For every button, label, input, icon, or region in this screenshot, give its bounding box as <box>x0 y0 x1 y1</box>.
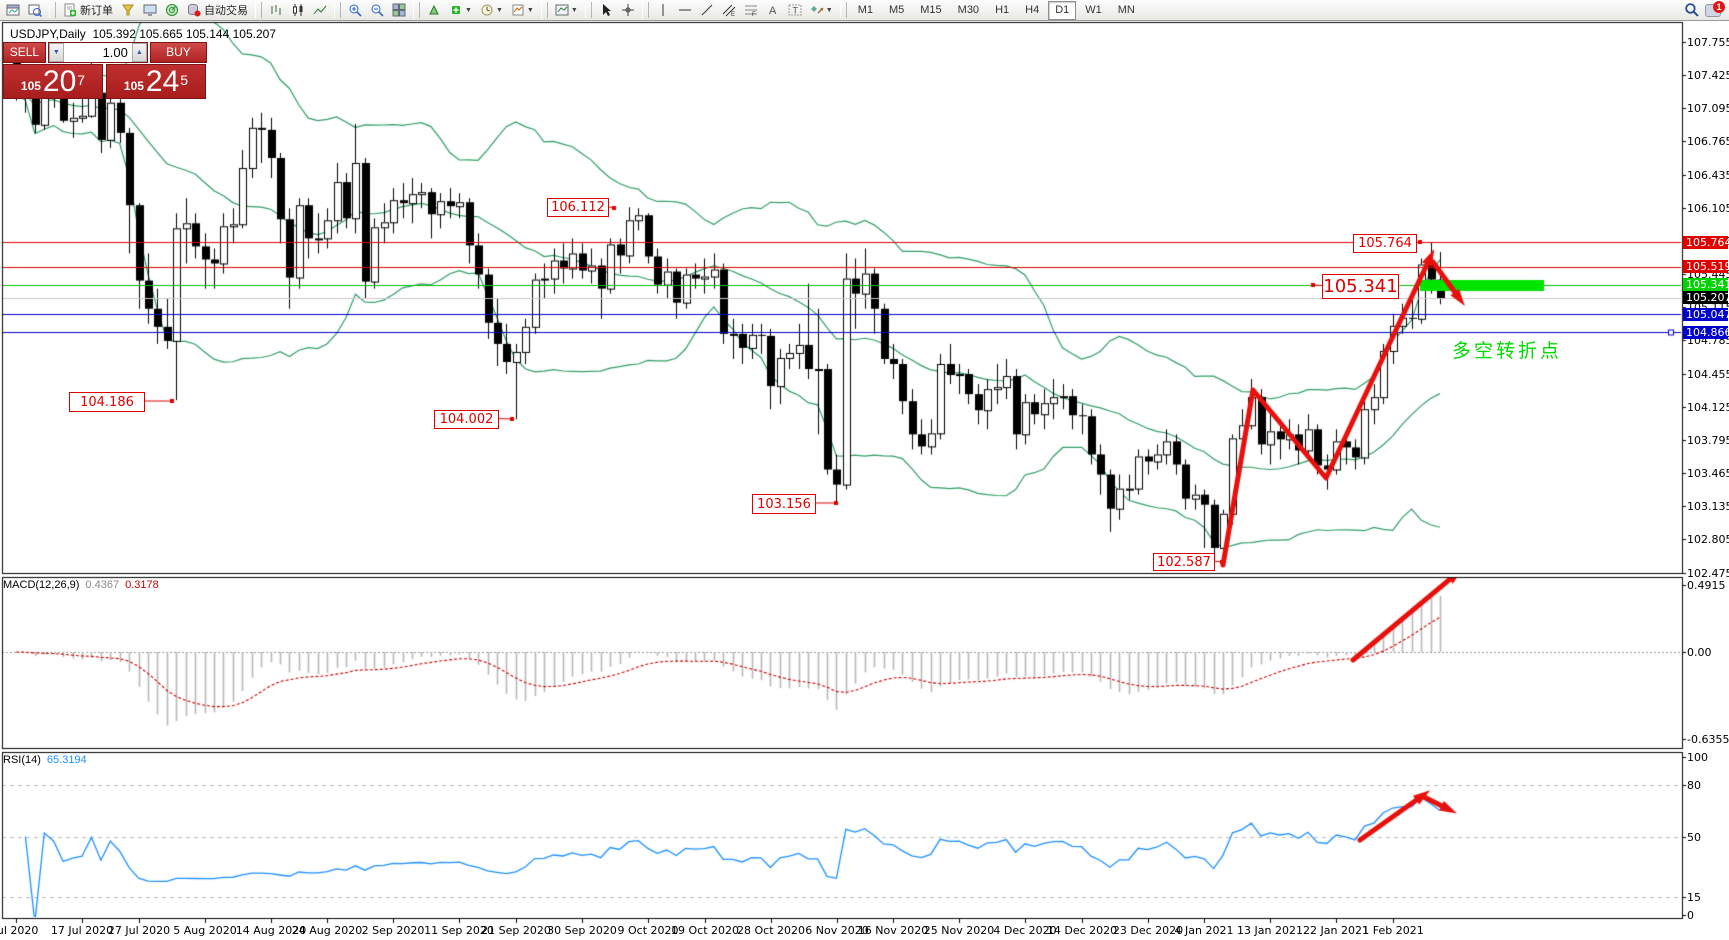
rsi-value: 65.3194 <box>46 754 87 766</box>
buy-price-display[interactable]: 105 24 5 <box>106 64 206 99</box>
date-axis-label: 4 Jan 2021 <box>1174 924 1234 937</box>
volume-decrease-button[interactable]: ▼ <box>48 43 64 62</box>
sell-price-handle: 105 <box>20 79 41 93</box>
date-axis-label: 25 Nov 2020 <box>923 924 995 937</box>
price-axis-tick: 102.475 <box>1687 566 1729 580</box>
date-axis-label: 9 Oct 2020 <box>617 924 679 937</box>
price-callout-label[interactable]: 104.186 <box>69 392 145 412</box>
price-callout-label[interactable]: 105.764 <box>1353 234 1417 253</box>
volume-input[interactable] <box>63 43 132 62</box>
price-axis-tick: 103.795 <box>1687 433 1729 447</box>
date-axis-label: 14 Aug 2020 <box>235 924 307 937</box>
buy-button[interactable]: BUY <box>149 42 207 63</box>
macd-main-value: 0.4367 <box>85 579 120 591</box>
price-callout-label[interactable]: 103.156 <box>752 494 816 514</box>
symbol-period-label: USDJPY,Daily <box>10 27 86 41</box>
chart-title: USDJPY,Daily 105.392 105.665 105.144 105… <box>10 27 276 41</box>
buy-price-pips: 24 <box>145 65 180 98</box>
price-badge: 105.519 <box>1683 260 1729 274</box>
price-axis-tick: 106.105 <box>1687 201 1729 215</box>
sell-price-point: 7 <box>77 72 86 88</box>
date-axis-label: 13 Jan 2021 <box>1237 924 1303 937</box>
price-badge: 105.047 <box>1683 307 1729 321</box>
date-axis-label: 23 Dec 2020 <box>1112 924 1184 937</box>
price-callout-label[interactable]: 104.002 <box>434 410 499 429</box>
rsi-axis-tick: 80 <box>1687 779 1701 792</box>
ohlc-values: 105.392 105.665 105.144 105.207 <box>92 27 276 41</box>
buy-price-point: 5 <box>180 72 189 88</box>
date-axis-label: 16 Nov 2020 <box>857 924 929 937</box>
price-axis-tick: 107.095 <box>1687 102 1729 116</box>
date-axis-label: 4 Dec 2020 <box>993 924 1057 937</box>
macd-axis-tick: 0.00 <box>1687 646 1712 659</box>
date-axis-label: 2 Sep 2020 <box>361 924 425 937</box>
sell-button[interactable]: SELL <box>3 42 46 63</box>
price-axis-tick: 104.125 <box>1687 400 1729 414</box>
date-axis-label: 6 Nov 2020 <box>805 924 869 937</box>
price-axis-tick: 106.435 <box>1687 168 1729 182</box>
price-badge: 105.764 <box>1683 235 1729 249</box>
turning-point-annotation[interactable]: 多空转折点 <box>1452 341 1563 362</box>
macd-axis-tick: -0.6355 <box>1687 733 1729 746</box>
buy-price-handle: 105 <box>123 79 144 93</box>
price-axis-tick: 107.425 <box>1687 69 1729 83</box>
price-badge: 105.207 <box>1683 291 1729 305</box>
price-axis-tick: 107.755 <box>1687 35 1729 49</box>
date-axis-label: 28 Oct 2020 <box>736 924 806 937</box>
rsi-axis-tick: 100 <box>1687 751 1708 764</box>
rsi-axis-tick: 15 <box>1687 891 1701 904</box>
rsi-name: RSI(14) <box>3 754 41 766</box>
price-badge: 105.341 <box>1683 278 1729 291</box>
date-axis-label: 14 Dec 2020 <box>1046 924 1118 937</box>
date-axis-label: 11 Sep 2020 <box>424 924 494 937</box>
date-axis-label: Jul 2020 <box>0 924 39 937</box>
macd-name: MACD(12,26,9) <box>3 579 80 591</box>
price-axis-tick: 104.455 <box>1687 367 1729 381</box>
macd-axis-tick: 0.4915 <box>1687 579 1726 592</box>
rsi-axis-tick: 50 <box>1687 831 1701 844</box>
date-axis-label: 17 Jul 2020 <box>50 924 114 937</box>
date-axis-label: 24 Aug 2020 <box>291 924 363 937</box>
date-axis-label: 1 Feb 2021 <box>1362 924 1424 937</box>
price-axis-tick: 103.465 <box>1687 467 1729 481</box>
sell-price-pips: 20 <box>42 65 77 98</box>
price-axis-tick: 102.805 <box>1687 533 1729 547</box>
date-axis-label: 30 Sep 2020 <box>547 924 617 937</box>
price-badge: 104.866 <box>1683 325 1729 339</box>
macd-signal-value: 0.3178 <box>125 579 159 591</box>
date-axis-label: 19 Oct 2020 <box>670 924 740 937</box>
volume-increase-button[interactable]: ▲ <box>131 43 147 62</box>
rsi-axis-tick: 0 <box>1687 909 1694 922</box>
macd-label: MACD(12,26,9) 0.4367 0.3178 <box>3 579 159 591</box>
price-axis-tick: 103.135 <box>1687 500 1729 514</box>
price-callout-label[interactable]: 105.341 <box>1322 274 1399 299</box>
date-axis-label: 5 Aug 2020 <box>173 924 237 937</box>
date-axis-label: 21 Sep 2020 <box>481 924 551 937</box>
date-axis-label: 22 Jan 2021 <box>1303 924 1369 937</box>
date-axis-label: 27 Jul 2020 <box>107 924 171 937</box>
sell-price-display[interactable]: 105 20 7 <box>3 64 103 99</box>
price-callout-label[interactable]: 106.112 <box>547 198 609 217</box>
price-axis-tick: 106.765 <box>1687 135 1729 149</box>
rsi-label: RSI(14) 65.3194 <box>3 754 87 766</box>
price-callout-label[interactable]: 102.587 <box>1153 553 1215 571</box>
